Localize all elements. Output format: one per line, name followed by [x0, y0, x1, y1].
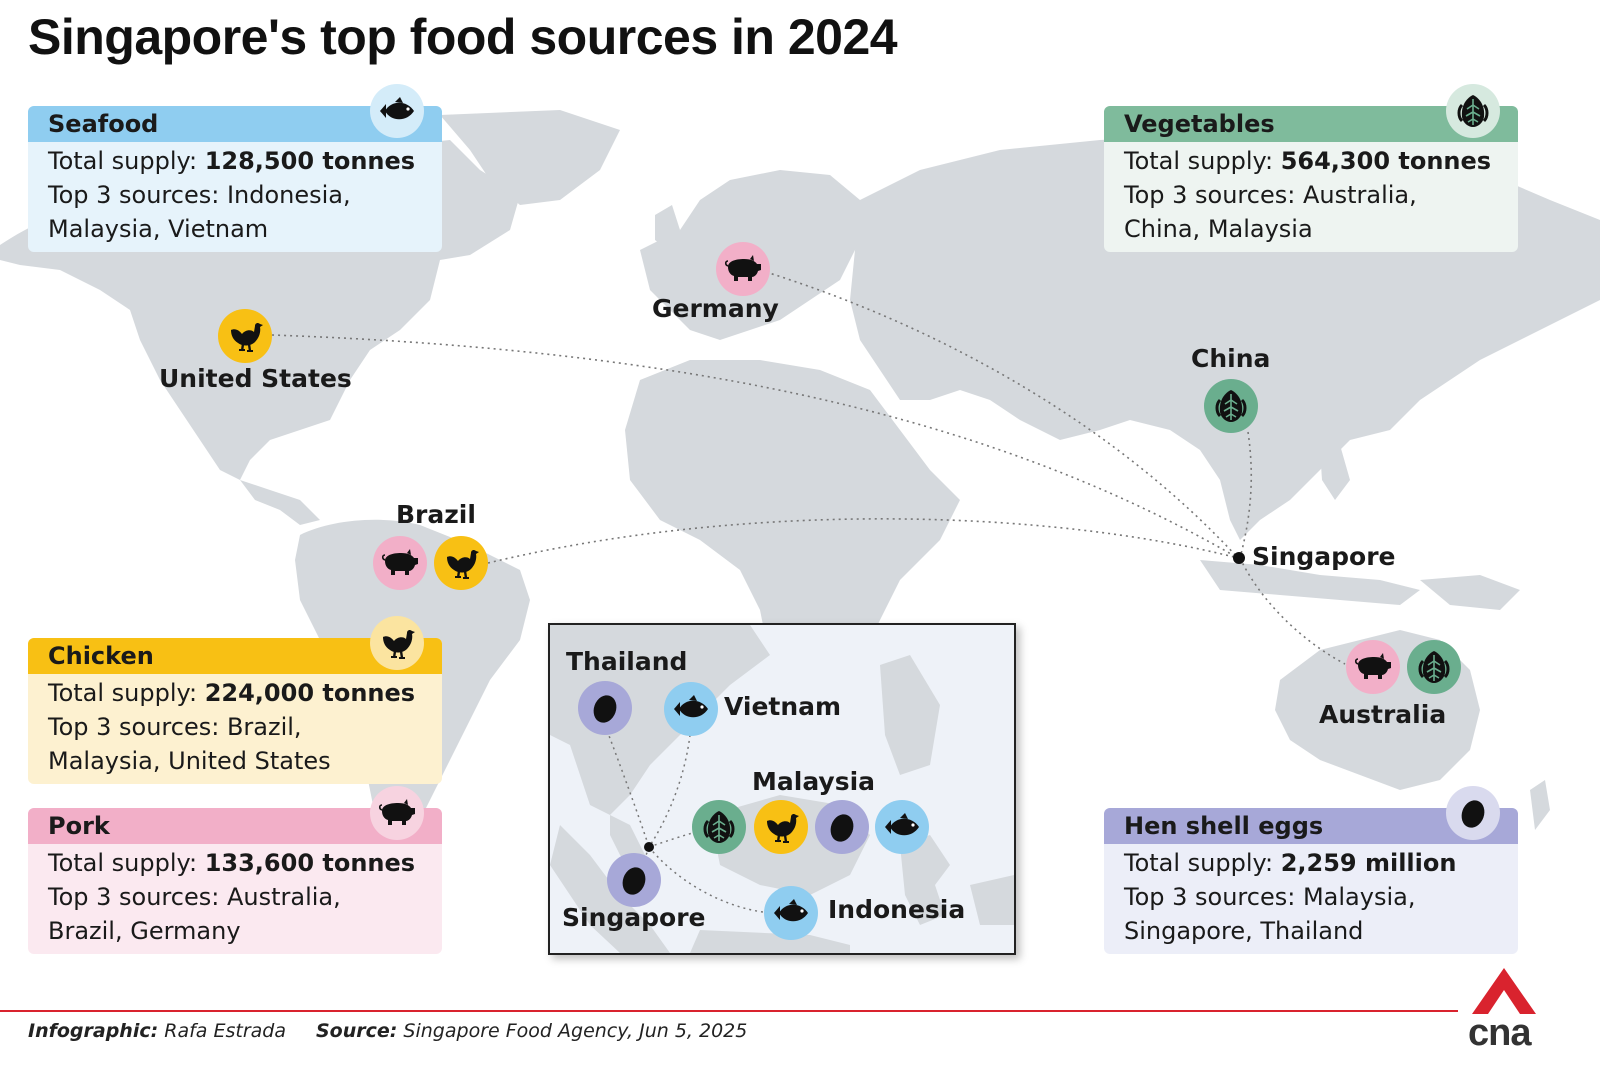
vegetables-sources-line1: Top 3 sources: Australia,	[1124, 181, 1417, 209]
central-america-land	[240, 480, 320, 525]
philippines-land	[1320, 445, 1350, 500]
route-brazil-singapore	[487, 518, 1239, 564]
inset-malaysia-fish-icon	[875, 800, 929, 854]
label-united-states: United States	[159, 364, 352, 393]
inset-indonesia-fish-icon	[764, 886, 818, 940]
footer-credits: Infographic: Rafa Estrada Source: Singapo…	[28, 1020, 747, 1042]
inset-label-indonesia: Indonesia	[828, 895, 966, 924]
pork-sources-line1: Top 3 sources: Australia,	[48, 883, 341, 911]
inset-singapore-egg-icon	[607, 853, 661, 907]
uk-land	[655, 205, 680, 250]
route-australia-singapore	[1239, 557, 1346, 665]
australia-vegetable-icon	[1407, 640, 1461, 694]
inset-sulawesi-land	[900, 835, 950, 925]
label-australia: Australia	[1319, 700, 1447, 729]
eggs-supply-label: Total supply:	[1124, 849, 1281, 877]
inset-label-singapore: Singapore	[562, 903, 706, 932]
seafood-card: Seafood Total supply: 128,500 tonnes Top…	[28, 84, 442, 252]
label-china: China	[1191, 344, 1271, 373]
source-label: Source:	[316, 1020, 398, 1042]
vegetables-supply-value: 564,300 tonnes	[1280, 147, 1492, 175]
inset-singapore-dot	[644, 842, 654, 852]
germany-pig-icon	[716, 242, 770, 296]
eggs-card: Hen shell eggs Total supply: 2,259 milli…	[1104, 786, 1518, 954]
pork-supply-value: 133,600 tonnes	[204, 849, 416, 877]
route-us-singapore	[271, 334, 1239, 559]
inset-malaysia-vegetable-icon	[692, 800, 746, 854]
chicken-card: Chicken Total supply: 224,000 tonnes Top…	[28, 616, 442, 784]
inset-malaysia-egg-icon	[815, 800, 869, 854]
inset-java-land	[690, 930, 850, 953]
chicken-chicken-icon	[370, 616, 424, 670]
chicken-supply-label: Total supply:	[48, 679, 205, 707]
inset-label-malaysia: Malaysia	[752, 767, 876, 796]
japan-land	[1450, 280, 1480, 350]
route-lines	[271, 271, 1346, 665]
cna-logo-icon	[1472, 968, 1536, 1014]
infographic-label: Infographic:	[28, 1020, 159, 1042]
eggs-sources-line1: Top 3 sources: Malaysia,	[1124, 883, 1416, 911]
inset-route-thailand	[604, 724, 650, 848]
brazil-chicken-icon	[434, 536, 488, 590]
vegetables-leafy-vegetable-icon	[1446, 84, 1500, 138]
inset-malaysia-chicken-icon	[754, 800, 808, 854]
vegetables-supply-label: Total supply:	[1124, 147, 1281, 175]
chicken-supply-value: 224,000 tonnes	[204, 679, 416, 707]
inset-label-thailand: Thailand	[566, 647, 688, 676]
pork-supply-label: Total supply:	[48, 849, 205, 877]
inset-route-malaysia	[648, 826, 716, 848]
greenland-land	[440, 110, 620, 205]
chicken-sources-line2: Malaysia, United States	[48, 747, 331, 775]
eggs-supply-value: 2,259 million	[1280, 849, 1457, 877]
vegetables-sources-line2: China, Malaysia	[1124, 215, 1313, 243]
china-vegetable-icon	[1204, 379, 1258, 433]
seafood-sources-line1: Top 3 sources: Indonesia,	[48, 181, 351, 209]
new-zealand-land	[1530, 780, 1550, 830]
source-value: Singapore Food Agency, Jun 5, 2025	[397, 1020, 748, 1042]
pork-sources-line2: Brazil, Germany	[48, 917, 241, 945]
inset-vietnam-fish-icon	[664, 682, 718, 736]
inset-thailand-egg-icon	[578, 681, 632, 735]
seafood-supply-label: Total supply:	[48, 147, 205, 175]
inset-indochina-land	[550, 625, 770, 815]
label-singapore: Singapore	[1252, 542, 1396, 571]
inset-new-guinea-land	[970, 875, 1014, 925]
route-china-singapore	[1239, 431, 1253, 559]
infographic-value: Rafa Estrada	[158, 1020, 286, 1042]
eggs-egg-icon	[1446, 786, 1500, 840]
vegetables-card: Vegetables Total supply: 564,300 tonnes …	[1104, 84, 1518, 252]
seafood-supply-value: 128,500 tonnes	[204, 147, 416, 175]
australia-pig-icon	[1346, 640, 1400, 694]
inset-route-vietnam	[648, 734, 691, 848]
africa-land	[625, 360, 960, 720]
inset-label-vietnam: Vietnam	[724, 692, 842, 721]
indonesia-land	[1200, 560, 1420, 605]
label-germany: Germany	[652, 294, 779, 323]
brazil-pig-icon	[373, 536, 427, 590]
label-brazil: Brazil	[396, 500, 476, 529]
us-chicken-icon	[218, 309, 272, 363]
southeast-asia-inset: Thailand Vietnam Malaysia Singapore Indo…	[548, 623, 1016, 955]
page-title: Singapore's top food sources in 2024	[28, 9, 898, 65]
pork-card: Pork Total supply: 133,600 tonnes Top 3 …	[28, 786, 442, 954]
singapore-dot	[1233, 552, 1245, 564]
chicken-sources-line1: Top 3 sources: Brazil,	[48, 713, 302, 741]
seafood-sources-line2: Malaysia, Vietnam	[48, 215, 269, 243]
inset-philippines-land	[880, 655, 940, 775]
new-guinea-land	[1420, 575, 1520, 610]
cna-logo-text: cna	[1468, 1012, 1531, 1054]
eggs-sources-line2: Singapore, Thailand	[1124, 917, 1364, 945]
footer-divider	[0, 1010, 1458, 1012]
seafood-fish-icon	[370, 84, 424, 138]
pork-pig-icon	[370, 786, 424, 840]
